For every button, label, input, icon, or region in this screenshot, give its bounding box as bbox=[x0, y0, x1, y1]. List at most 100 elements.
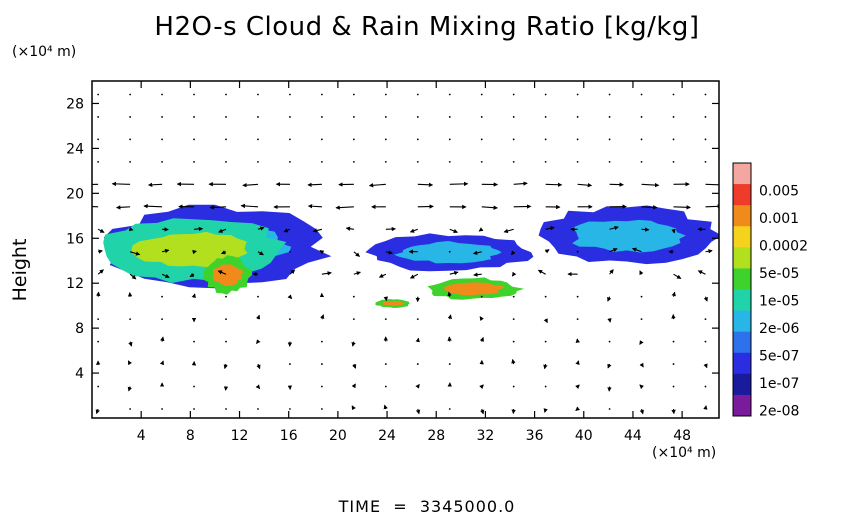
wind-vector bbox=[415, 337, 420, 343]
colorbar-label: 0.005 bbox=[759, 184, 799, 200]
wind-vector bbox=[256, 363, 261, 370]
wind-vector bbox=[312, 228, 323, 233]
colorbar-swatch bbox=[733, 289, 751, 311]
colorbar-swatch bbox=[733, 331, 751, 354]
wind-vector bbox=[641, 227, 650, 232]
wind-vector bbox=[128, 341, 133, 347]
wind-vector bbox=[480, 93, 483, 96]
y-tick-label: 16 bbox=[66, 231, 84, 247]
wind-vector bbox=[193, 408, 195, 410]
colorbar-label: 1e-05 bbox=[759, 294, 799, 310]
wind-vector bbox=[289, 93, 291, 96]
colorbar-swatch bbox=[733, 394, 751, 417]
x-axis-unit: (×10⁴ m) bbox=[652, 445, 717, 461]
wind-vector bbox=[129, 408, 132, 410]
wind-vector bbox=[697, 270, 706, 275]
wind-vector bbox=[98, 249, 103, 254]
wind-vector bbox=[479, 336, 484, 342]
wind-vector bbox=[608, 340, 611, 343]
wind-vector bbox=[671, 291, 676, 297]
wind-vector bbox=[97, 340, 100, 343]
wind-vector bbox=[512, 385, 515, 388]
wind-vector bbox=[472, 250, 482, 255]
wind-vector bbox=[575, 360, 580, 366]
wind-vector bbox=[641, 205, 658, 210]
wind-vector bbox=[223, 363, 228, 370]
wind-vector bbox=[385, 250, 394, 255]
wind-vector bbox=[161, 248, 170, 254]
wind-vector bbox=[480, 160, 483, 163]
wind-vector bbox=[609, 269, 614, 275]
wind-vector bbox=[257, 295, 259, 298]
wind-vector bbox=[512, 271, 517, 277]
wind-vector bbox=[352, 138, 355, 141]
wind-vector bbox=[512, 295, 515, 298]
wind-vector bbox=[704, 138, 707, 141]
wind-vector bbox=[321, 271, 332, 276]
wind-vector bbox=[409, 228, 418, 233]
wind-vector bbox=[193, 160, 195, 163]
wind-vector bbox=[448, 250, 451, 253]
wind-vector bbox=[193, 138, 195, 141]
cloud-region-core bbox=[212, 264, 244, 287]
wind-vector bbox=[512, 340, 515, 343]
wind-vector bbox=[384, 385, 387, 388]
wind-vector bbox=[704, 318, 707, 321]
wind-vector bbox=[607, 296, 612, 302]
x-tick-label: 20 bbox=[329, 428, 347, 444]
wind-vector bbox=[577, 182, 593, 188]
wind-vector bbox=[480, 295, 483, 298]
wind-vector bbox=[161, 408, 163, 410]
wind-vector bbox=[225, 318, 227, 321]
wind-vector bbox=[225, 340, 227, 343]
wind-vector bbox=[289, 138, 291, 141]
wind-vector bbox=[321, 385, 323, 388]
colorbar-swatch bbox=[733, 205, 751, 227]
wind-vector bbox=[159, 360, 164, 366]
wind-vector bbox=[384, 93, 387, 96]
wind-vector bbox=[448, 93, 451, 96]
wind-vector bbox=[225, 408, 227, 410]
wind-vector bbox=[353, 251, 361, 257]
wind-vector bbox=[639, 408, 644, 415]
wind-vector bbox=[129, 251, 141, 256]
wind-vector bbox=[544, 249, 550, 254]
wind-vector bbox=[129, 93, 132, 96]
wind-vector bbox=[353, 271, 362, 276]
wind-vector bbox=[352, 295, 355, 298]
wind-vector bbox=[368, 183, 386, 188]
plot-frame bbox=[91, 80, 720, 419]
wind-vector bbox=[544, 116, 547, 118]
wind-vector bbox=[447, 336, 452, 342]
colorbar-label: 5e-05 bbox=[759, 266, 799, 282]
wind-vector bbox=[97, 93, 100, 96]
wind-vector bbox=[161, 93, 163, 96]
wind-vector bbox=[240, 203, 259, 209]
wind-vector bbox=[479, 316, 484, 321]
wind-vector bbox=[161, 318, 163, 321]
wind-vector bbox=[448, 138, 451, 141]
wind-vector bbox=[447, 291, 452, 297]
wind-vector bbox=[639, 362, 644, 368]
x-tick-label: 12 bbox=[231, 428, 249, 444]
wind-vector bbox=[672, 93, 675, 96]
wind-vector bbox=[447, 314, 453, 320]
wind-vector bbox=[321, 363, 323, 365]
wind-vector bbox=[161, 138, 163, 141]
wind-vector bbox=[703, 363, 708, 369]
wind-vector bbox=[352, 318, 355, 321]
wind-vector bbox=[537, 269, 546, 275]
wind-vector bbox=[543, 363, 548, 370]
wind-vector bbox=[512, 93, 515, 96]
wind-vector bbox=[97, 318, 100, 321]
wind-vector bbox=[97, 160, 100, 163]
time-value: 3345000.0 bbox=[419, 497, 516, 516]
wind-vector bbox=[672, 160, 675, 163]
wind-vector bbox=[478, 227, 484, 232]
wind-vector bbox=[289, 116, 291, 118]
wind-vector bbox=[257, 251, 264, 256]
x-tick-label: 36 bbox=[526, 428, 544, 444]
wind-vector bbox=[480, 116, 483, 118]
wind-vector bbox=[352, 160, 355, 163]
